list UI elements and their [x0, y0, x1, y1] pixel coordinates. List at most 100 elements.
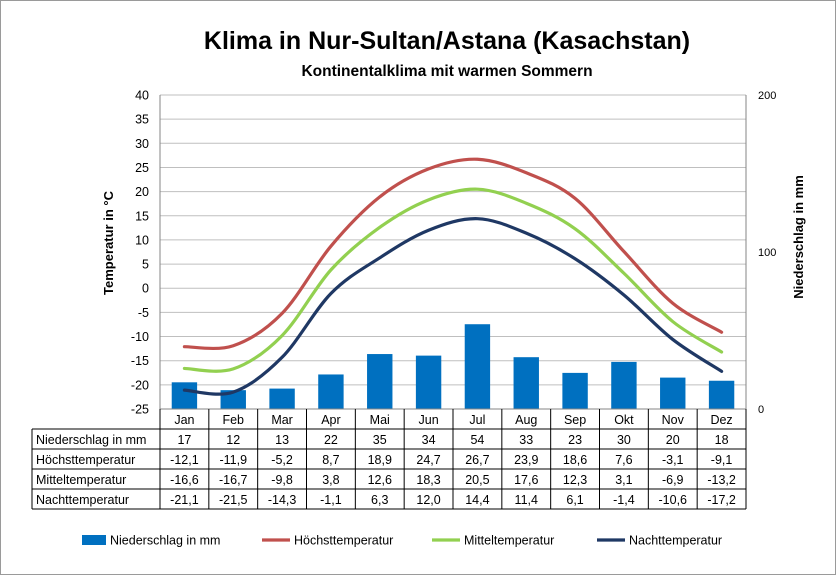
table-row-label: Höchsttemperatur [36, 453, 135, 467]
x-tick-label: Feb [222, 413, 244, 427]
data-label: 17 [177, 433, 191, 447]
data-label: -17,2 [707, 493, 736, 507]
y2-tick-label: 200 [758, 90, 776, 102]
x-tick-label: Mai [370, 413, 390, 427]
table-row-label: Nachttemperatur [36, 493, 129, 507]
data-label: 6,3 [371, 493, 388, 507]
y-tick-label: 10 [135, 233, 149, 247]
y-tick-label: 20 [135, 185, 149, 199]
precipitation-bar [708, 380, 735, 409]
data-label: 7,6 [615, 453, 632, 467]
data-label: -21,1 [170, 493, 199, 507]
line-nachttemperatur [182, 217, 724, 396]
x-tick-label: Okt [614, 413, 634, 427]
data-label: 20,5 [465, 473, 489, 487]
data-label: 6,1 [566, 493, 583, 507]
precipitation-bar [562, 372, 588, 409]
axes: 40 35 30 25 20 15 10 5 0 -5 -10 -15 -20 -25 200 100 0 [131, 89, 776, 417]
x-tick-label: Dez [710, 413, 732, 427]
data-label: 33 [519, 433, 533, 447]
data-label: 11,4 [515, 493, 538, 507]
legend-label: Mitteltemperatur [464, 534, 554, 548]
data-label: 35 [373, 433, 387, 447]
precipitation-bars [171, 324, 735, 409]
data-label: 23,9 [514, 453, 538, 467]
legend-label: Höchsttemperatur [294, 534, 393, 548]
y-tick-label: -10 [131, 330, 149, 344]
x-tick-label: Jul [469, 413, 485, 427]
x-tick-label: Aug [515, 413, 537, 427]
data-label: 18 [715, 433, 729, 447]
table-row-label: Niederschlag in mm [36, 433, 146, 447]
data-table: Jan Feb Mar Apr Mai Jun Jul Aug Sep Okt Nov Dez Nied… [31, 409, 747, 510]
line-h-chsttemperatur [182, 157, 724, 351]
y-tick-label: -5 [138, 306, 149, 320]
data-label: 34 [422, 433, 436, 447]
legend: Niederschlag in mm Höchsttemperatur Mittel… [82, 534, 722, 548]
legend-swatch [82, 535, 106, 545]
table-row-label: Mitteltemperatur [36, 473, 126, 487]
x-tick-label: Sep [564, 413, 586, 427]
data-label: -21,5 [219, 493, 248, 507]
data-label: -13,2 [707, 473, 736, 487]
data-label: 18,9 [368, 453, 392, 467]
data-label: -6,9 [662, 473, 684, 487]
y-tick-label: 40 [135, 89, 149, 103]
precipitation-bar [367, 354, 393, 409]
precipitation-bar [269, 388, 295, 409]
data-label: 3,1 [615, 473, 632, 487]
chart-title: Klima in Nur-Sultan/Astana (Kasachstan) [204, 27, 690, 55]
data-label: -12,1 [170, 453, 199, 467]
x-tick-label: Nov [662, 413, 685, 427]
x-tick-label: Jun [419, 413, 439, 427]
x-tick-label: Jan [174, 413, 194, 427]
y-tick-label: 5 [142, 258, 149, 272]
data-label: 12,0 [416, 493, 440, 507]
precipitation-bar [318, 374, 344, 409]
data-label: 18,3 [416, 473, 440, 487]
data-label: -14,3 [268, 493, 297, 507]
precipitation-bar [660, 377, 686, 409]
y-tick-label: -20 [131, 378, 149, 392]
data-label: -16,7 [219, 473, 248, 487]
data-label: -1,1 [320, 493, 342, 507]
y2-tick-label: 0 [758, 404, 764, 416]
data-label: 24,7 [416, 453, 440, 467]
data-label: 12,3 [563, 473, 587, 487]
precipitation-bar [611, 361, 637, 409]
y-tick-label: -15 [131, 354, 149, 368]
data-label: 30 [617, 433, 631, 447]
x-tick-label: Apr [321, 413, 340, 427]
data-label: 54 [470, 433, 484, 447]
data-label: 12 [226, 433, 240, 447]
data-label: -3,1 [662, 453, 684, 467]
data-label: 23 [568, 433, 582, 447]
y-axis-title: Temperatur in °C [101, 190, 116, 295]
chart-subtitle: Kontinentalklima mit warmen Sommern [301, 63, 592, 80]
data-label: 8,7 [322, 453, 339, 467]
y-tick-label: 25 [135, 161, 149, 175]
y-tick-label: 30 [135, 137, 149, 151]
data-label: 13 [275, 433, 289, 447]
data-label: -1,4 [613, 493, 635, 507]
legend-label: Niederschlag in mm [110, 534, 220, 548]
precipitation-bar [513, 357, 539, 409]
data-label: -5,2 [271, 453, 293, 467]
data-label: 20 [666, 433, 680, 447]
x-tick-label: Mar [271, 413, 293, 427]
temperature-lines [182, 157, 724, 396]
y-tick-label: 15 [135, 209, 149, 223]
line-mitteltemperatur [182, 187, 724, 373]
y-tick-label: 0 [142, 282, 149, 296]
precipitation-bar [464, 324, 491, 409]
data-label: -9,8 [271, 473, 293, 487]
data-label: 22 [324, 433, 338, 447]
data-label: 3,8 [322, 473, 339, 487]
y2-tick-label: 100 [758, 247, 776, 259]
legend-label: Nachttemperatur [629, 534, 722, 548]
data-label: 12,6 [368, 473, 392, 487]
data-label: 14,4 [465, 493, 489, 507]
y-tick-label: -25 [131, 403, 149, 417]
y-tick-label: 35 [135, 113, 149, 127]
